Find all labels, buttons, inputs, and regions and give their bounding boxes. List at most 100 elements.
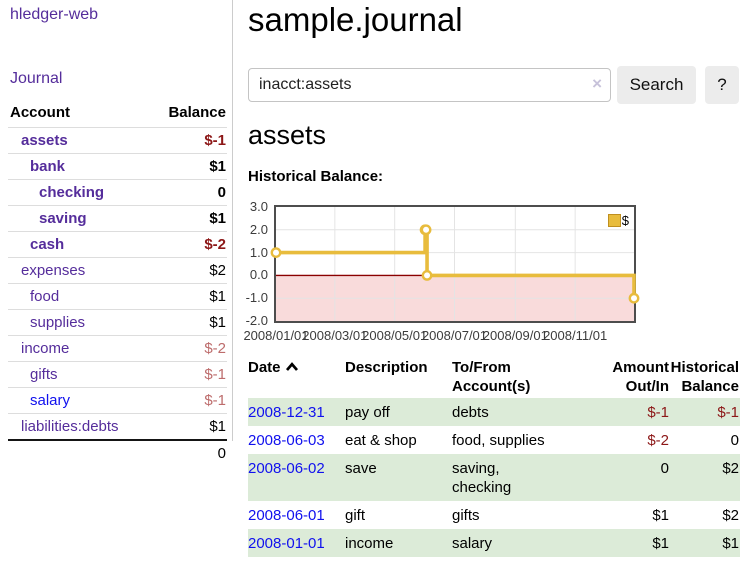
y-axis-tick-label: 0.0: [249, 267, 268, 283]
search-field-wrapper: ×: [248, 68, 611, 102]
transaction-balance: $2: [722, 507, 739, 524]
account-link[interactable]: checking: [39, 184, 105, 201]
transaction-description: gift: [345, 507, 366, 524]
account-balance: $-1: [149, 361, 227, 388]
sidebar-divider: [232, 0, 233, 441]
transaction-accounts: saving, checking: [452, 460, 512, 496]
transaction-row[interactable]: 2008-06-01 gift gifts $1 $2: [248, 501, 740, 529]
transaction-description: save: [345, 460, 377, 477]
transaction-balance: $2: [722, 460, 739, 477]
transaction-accounts: food, supplies: [452, 432, 545, 449]
clear-search-icon[interactable]: ×: [592, 74, 602, 93]
sort-ascending-icon: [285, 362, 298, 371]
account-balance: $1: [149, 413, 227, 440]
accounts-header-balance: Balance: [168, 104, 226, 121]
account-balance: $-2: [149, 231, 227, 258]
transaction-description: pay off: [345, 404, 390, 421]
sidebar-item-journal[interactable]: Journal: [10, 70, 63, 87]
account-link[interactable]: saving: [39, 210, 87, 227]
help-button[interactable]: ?: [705, 66, 739, 104]
transaction-balance: 0: [730, 432, 739, 449]
y-axis-tick-label: -1.0: [245, 290, 268, 306]
main-content: sample.journal × Search ? assets Histori…: [243, 0, 742, 582]
transaction-amount: $-1: [647, 404, 669, 421]
transaction-description: income: [345, 535, 394, 552]
account-row: expenses $2: [8, 257, 227, 284]
legend-swatch-icon: [607, 214, 621, 227]
y-axis-tick-label: -2.0: [245, 313, 268, 328]
transaction-description: eat & shop: [345, 432, 417, 449]
page-title: sample.journal: [248, 1, 463, 38]
account-link[interactable]: assets: [21, 132, 68, 149]
account-row: supplies $1: [8, 309, 227, 336]
transaction-date-link[interactable]: 2008-06-01: [248, 507, 325, 524]
account-row: salary $-1: [8, 387, 227, 414]
accounts-table: Account Balance assets $-1 bank $1 check…: [8, 102, 227, 466]
account-balance: $-2: [149, 335, 227, 362]
sidebar: hledger-web Journal Account Balance asse…: [0, 0, 232, 582]
search-button[interactable]: Search: [617, 66, 696, 104]
transaction-date-link[interactable]: 2008-01-01: [248, 535, 325, 552]
account-balance: $1: [149, 153, 227, 180]
transaction-date-link[interactable]: 2008-12-31: [248, 404, 325, 421]
account-row: income $-2: [8, 335, 227, 362]
search-bar: × Search ?: [248, 66, 739, 104]
chart-title: Historical Balance:: [248, 168, 384, 185]
accounts-total-row: 0: [8, 439, 227, 466]
account-link[interactable]: bank: [30, 158, 66, 175]
transaction-row[interactable]: 2008-01-01 income salary $1 $1: [248, 529, 740, 557]
transaction-row[interactable]: 2008-06-02 save saving, checking 0 $2: [248, 454, 740, 501]
account-row: cash $-2: [8, 231, 227, 258]
accounts-header-account: Account: [10, 104, 70, 121]
transaction-accounts: gifts: [452, 507, 480, 524]
y-axis-tick-label: 2.0: [249, 221, 268, 237]
account-page-title: assets: [248, 120, 327, 150]
transaction-balance: $-1: [717, 404, 739, 421]
accounts-total-balance: 0: [149, 439, 227, 466]
account-balance: $1: [149, 309, 227, 336]
register-header-date[interactable]: Date: [248, 356, 345, 398]
register-header-row: Date Description To/From Account(s) Amou…: [248, 356, 740, 398]
account-balance: 0: [149, 179, 227, 206]
transaction-date-link[interactable]: 2008-06-02: [248, 460, 325, 477]
account-link[interactable]: expenses: [21, 262, 86, 279]
account-link[interactable]: gifts: [30, 366, 58, 383]
account-balance: $1: [149, 283, 227, 310]
x-axis-tick-label: 2008/09/01: [482, 328, 548, 343]
x-axis-tick-label: 2008/03/01: [302, 328, 368, 343]
transaction-balance: $1: [722, 535, 739, 552]
register-header-amount: Amount Out/In: [612, 359, 669, 395]
register-header-description: Description: [345, 359, 428, 376]
x-axis-tick-label: 2008/11/01: [543, 328, 608, 343]
account-link[interactable]: income: [21, 340, 70, 357]
transaction-accounts: salary: [452, 535, 493, 552]
y-axis-tick-label: 3.0: [249, 199, 268, 214]
account-link[interactable]: cash: [30, 236, 65, 253]
app-brand-link[interactable]: hledger-web: [10, 6, 99, 23]
account-row: gifts $-1: [8, 361, 227, 388]
transaction-amount: $1: [652, 535, 669, 552]
account-row: bank $1: [8, 153, 227, 180]
historical-balance-chart: $ 3.0 2.0 1.0 0.0 -1.0 -2.0 2008/01/01 2008/03/…: [243, 196, 742, 354]
account-balance: $1: [149, 205, 227, 232]
register-table: Date Description To/From Account(s) Amou…: [248, 356, 740, 557]
register-header-accounts: To/From Account(s): [452, 359, 531, 395]
transaction-date-link[interactable]: 2008-06-03: [248, 432, 325, 449]
account-row: assets $-1: [8, 127, 227, 154]
account-row: checking 0: [8, 179, 227, 206]
account-link[interactable]: liabilities:debts: [21, 418, 119, 435]
transaction-amount: $-2: [647, 432, 669, 449]
account-link[interactable]: food: [30, 288, 60, 305]
x-axis-tick-label: 2008/01/01: [243, 328, 309, 343]
account-row: liabilities:debts $1: [8, 413, 227, 440]
y-axis-tick-label: 1.0: [249, 244, 268, 260]
transaction-row[interactable]: 2008-12-31 pay off debts $-1 $-1: [248, 398, 740, 426]
account-row: saving $1: [8, 205, 227, 232]
account-link[interactable]: supplies: [30, 314, 86, 331]
transaction-row[interactable]: 2008-06-03 eat & shop food, supplies $-2…: [248, 426, 740, 454]
account-balance: $-1: [149, 127, 227, 154]
search-input[interactable]: [248, 68, 611, 102]
account-link[interactable]: salary: [30, 392, 71, 409]
x-axis-tick-label: 2008/07/01: [421, 328, 488, 343]
transaction-amount: 0: [660, 460, 669, 477]
